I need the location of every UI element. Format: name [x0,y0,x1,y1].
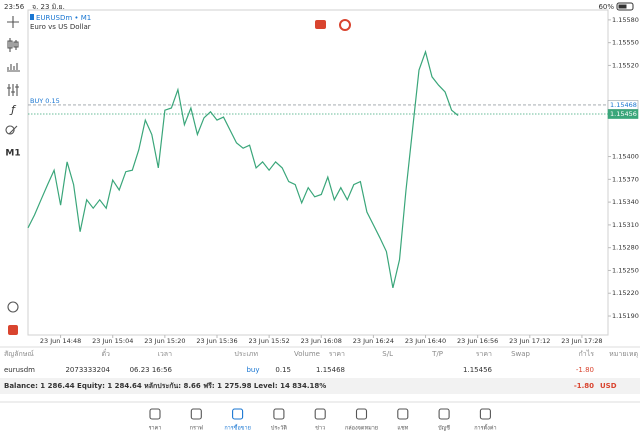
nav-icon[interactable] [355,408,368,420]
column-header: ตั๋ว [102,349,111,358]
column-header: Volume [294,350,320,358]
sell-button[interactable] [315,20,326,29]
nav-label[interactable]: การซื้อขาย [224,424,250,432]
y-tick-label: 1.15280 [612,244,639,252]
x-tick-label: 23 Jun 16:08 [301,337,342,345]
settings-tool[interactable] [7,84,19,96]
column-header: สัญลักษณ์ [4,350,34,358]
x-tick-label: 23 Jun 16:56 [457,337,498,345]
x-tick-label: 23 Jun 15:36 [196,337,237,345]
timeframe[interactable]: M1 [5,149,20,159]
price-box-label: 1.15468 [610,101,637,109]
nav-icon[interactable] [273,408,285,420]
column-header: กำไร [579,349,595,358]
x-tick-label: 23 Jun 16:24 [353,337,394,345]
battery-icon [616,2,634,11]
nav-icon[interactable] [479,408,491,420]
nav-label[interactable]: การตั้งค่า [474,424,496,432]
toolbar: ƒ M1 [5,16,21,335]
column-header: ประเภท [234,350,258,358]
cell-type: buy [246,366,259,374]
x-tick-label: 23 Jun 17:28 [561,337,602,345]
status-time: 23:56 [4,3,25,11]
function-tool[interactable]: ƒ [9,103,17,116]
y-tick-label: 1.15310 [612,221,639,229]
cell-time: 06.23 16:56 [130,366,173,374]
y-tick-label: 1.15580 [612,16,639,24]
cell-profit: -1.80 [576,366,594,374]
nav-label[interactable]: บัญชี [438,425,450,432]
trade-tool[interactable] [8,325,18,335]
nav-label[interactable]: ประวัติ [271,425,287,432]
nav-label[interactable]: แชท [397,425,408,432]
price-line-label: BUY 0.15 [30,97,60,105]
column-header: T/P [431,350,443,358]
cell-symbol: eurusdm [4,366,35,374]
zoom-tool[interactable] [7,301,19,313]
balance-text: Balance: 1 286.44 Equity: 1 284.64 หลักป… [4,382,326,390]
column-header: Swap [511,350,530,358]
buy-button[interactable] [339,19,351,31]
nav-icon[interactable] [314,408,326,420]
y-tick-label: 1.15340 [612,198,639,206]
nav-label[interactable]: กราฟ [190,425,203,432]
price-box-label: 1.15456 [610,110,637,118]
y-tick-label: 1.15550 [612,39,639,47]
y-tick-label: 1.15250 [612,266,639,274]
nav-label[interactable]: ข่าว [315,426,325,432]
nav-icon[interactable] [397,408,409,420]
column-header: ราคา [329,350,345,358]
crosshair-tool[interactable] [7,16,19,28]
battery-level [618,4,627,9]
column-header: ราคา [476,350,492,358]
chart-symbol: EURUSDm • M1 [36,14,91,22]
x-tick-label: 23 Jun 14:48 [40,337,81,345]
cell-volume: 0.15 [275,366,291,374]
nav-icon[interactable] [149,408,161,420]
x-tick-label: 23 Jun 15:20 [144,337,185,345]
y-tick-label: 1.15520 [612,61,639,69]
nav-label[interactable]: ราคา [149,426,162,432]
cell-open-price: 1.15468 [316,366,345,374]
nav-icon[interactable] [232,408,244,420]
column-header: S/L [382,350,393,358]
x-tick-label: 23 Jun 16:40 [405,337,446,345]
nav-label[interactable]: กล่องจดหมาย [345,426,378,432]
y-tick-label: 1.15190 [612,312,639,320]
x-tick-label: 23 Jun 17:12 [509,337,550,345]
column-header: หมายเหตุ [609,350,638,358]
candles-tool[interactable] [7,38,19,52]
indicators-tool[interactable] [7,63,20,72]
chart-description: Euro vs US Dollar [30,23,91,31]
y-tick-label: 1.15220 [612,289,639,297]
status-date: จ. 23 มิ.ย. [32,3,65,11]
x-tick-label: 23 Jun 15:52 [248,337,289,345]
x-tick-label: 23 Jun 15:04 [92,337,133,345]
objects-tool[interactable] [5,125,18,135]
balance-profit: -1.80 [574,382,594,390]
column-header: เวลา [157,350,172,358]
nav-icon[interactable] [190,408,202,420]
balance-bar [0,378,640,394]
cell-ticket: 2073333204 [65,366,110,374]
nav-icon[interactable] [438,408,450,420]
balance-currency: USD [600,382,617,390]
y-tick-label: 1.15370 [612,175,639,183]
y-tick-label: 1.15400 [612,153,639,161]
plot-frame [27,9,609,336]
status-battery: 60% [598,3,614,11]
cell-current-price: 1.15456 [463,366,492,374]
price-line-series [27,49,459,289]
price-box [607,109,639,119]
symbol-marker [30,14,34,20]
